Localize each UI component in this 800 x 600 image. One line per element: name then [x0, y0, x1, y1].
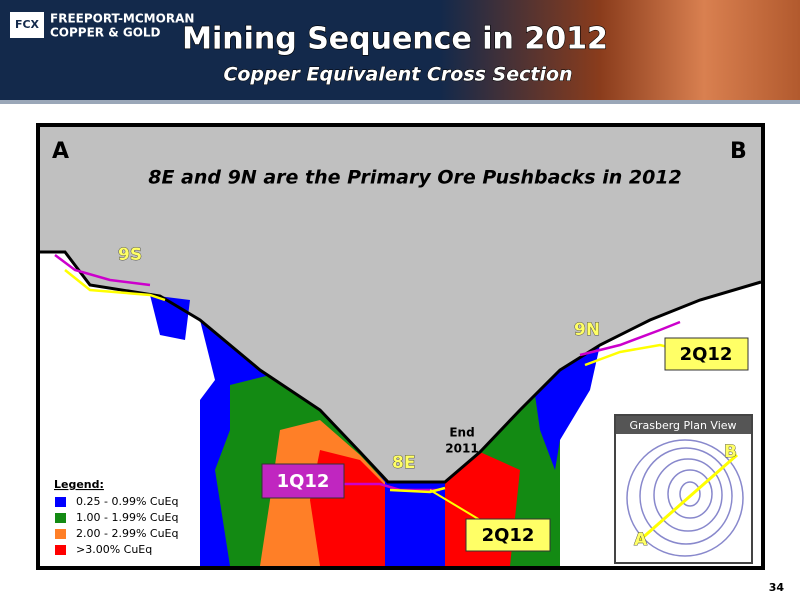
- inset-end-b: B: [724, 442, 737, 462]
- inset-title-bar: [616, 416, 751, 434]
- logo-line2: COPPER & GOLD: [50, 26, 161, 40]
- callout-box: [664, 337, 749, 371]
- callout-leader: [429, 489, 481, 521]
- legend-swatch: [55, 545, 66, 555]
- legend-label: 2.00 - 2.99% CuEq: [76, 527, 178, 540]
- legend: Legend: 0.25 - 0.99% CuEq 1.00 - 1.99% Cu…: [54, 478, 178, 556]
- subtitle: Copper Equivalent Cross Section: [223, 64, 572, 86]
- pushback-9n-line: [579, 320, 681, 357]
- pushback-label: 8E: [392, 453, 415, 473]
- header-band: [0, 0, 800, 100]
- callout-box: [465, 518, 551, 552]
- corner-b: B: [730, 139, 747, 164]
- callout-box: [261, 463, 345, 499]
- end-label: 2011: [445, 442, 478, 456]
- inset-end-a: A: [634, 530, 648, 550]
- pushback-8e-2q-line: [389, 486, 446, 494]
- logo-line1: FREEPORT-MCMORAN: [50, 12, 194, 26]
- callout-label: 2Q12: [680, 344, 733, 365]
- inset-contours: [626, 439, 744, 557]
- legend-label: 1.00 - 1.99% CuEq: [76, 511, 178, 524]
- pushback-9s-2q-line: [64, 269, 166, 302]
- title: Mining Sequence in 2012: [182, 22, 608, 57]
- inset-title: Grasberg Plan View: [629, 419, 736, 432]
- legend-title: Legend:: [54, 478, 104, 491]
- pit-profile: [40, 250, 762, 484]
- pushback-label: 9N: [574, 320, 600, 340]
- legend-swatch: [55, 513, 66, 523]
- inset-section-line: [639, 453, 738, 542]
- callout-label: 2Q12: [482, 525, 535, 546]
- page-number: 34: [769, 581, 785, 594]
- pushback-8e-line: [340, 482, 440, 492]
- logo-mark: [10, 12, 44, 38]
- pushback-9s-line: [54, 254, 151, 287]
- legend-label: 0.25 - 0.99% CuEq: [76, 495, 178, 508]
- ore-low-right: [535, 345, 600, 470]
- header-rule: [0, 100, 800, 104]
- pushback-label: 9S: [118, 245, 142, 265]
- legend-swatch: [55, 529, 66, 539]
- callout-label: 1Q12: [277, 471, 330, 492]
- logo-mark-text: FCX: [15, 18, 40, 31]
- corner-a: A: [52, 139, 69, 164]
- legend-label: >3.00% CuEq: [76, 543, 152, 556]
- ore-low-floor: [388, 482, 445, 566]
- legend-swatch: [55, 497, 66, 507]
- sky: [40, 127, 761, 482]
- end-label: End: [449, 426, 474, 440]
- ore-low-patch: [150, 295, 190, 340]
- caption: 8E and 9N are the Primary Ore Pushbacks …: [148, 167, 682, 189]
